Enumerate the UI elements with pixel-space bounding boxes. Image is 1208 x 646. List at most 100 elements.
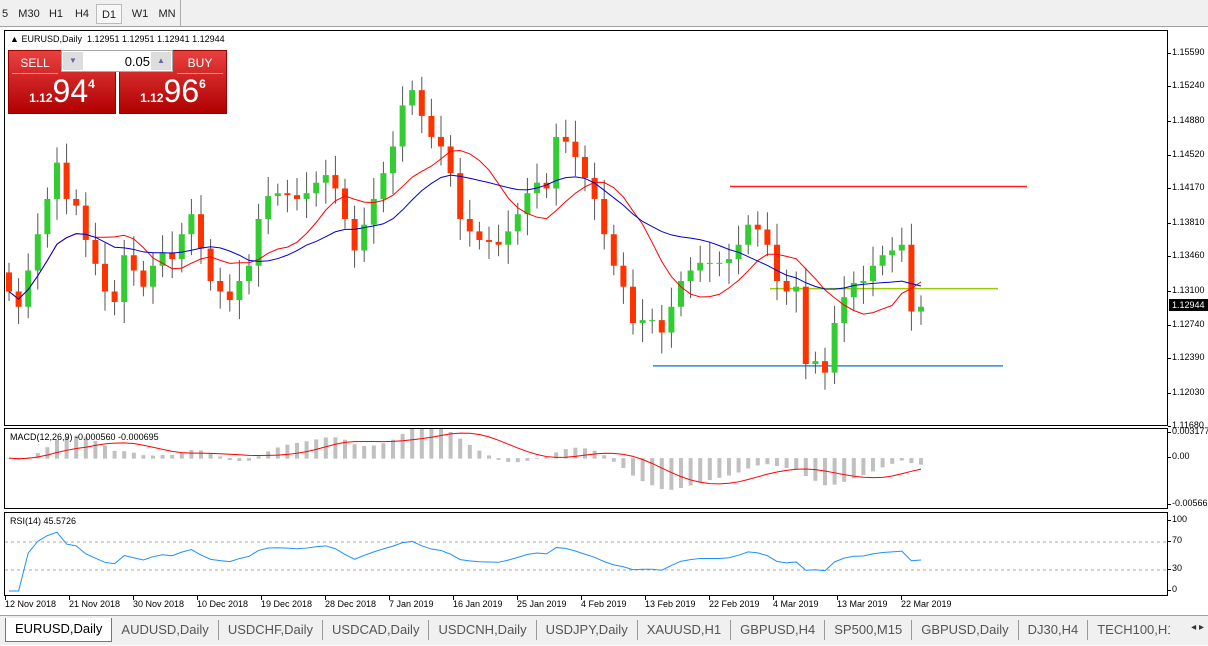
macd-panel[interactable]: MACD(12,26,9) -0.000560 -0.000695: [4, 428, 1168, 509]
date-tick: 19 Dec 2018: [261, 596, 313, 609]
tab-gbpusd-daily[interactable]: GBPUSD,Daily: [912, 620, 1019, 640]
bull-candle: [150, 265, 156, 287]
macd-bar: [74, 435, 79, 459]
bull-candle: [322, 175, 329, 183]
date-tick: 16 Jan 2019: [453, 596, 503, 609]
macd-bar: [400, 433, 405, 459]
price-chart[interactable]: ▲ EURUSD,Daily 1.12951 1.12951 1.12941 1…: [4, 30, 1168, 426]
date-tick: 13 Feb 2019: [645, 596, 696, 609]
bear-candle: [130, 255, 137, 271]
bear-candle: [783, 281, 790, 292]
macd-signal-line: [8, 432, 922, 485]
bear-candle: [610, 234, 617, 266]
macd-bar: [746, 458, 751, 469]
macd-bar: [803, 458, 808, 476]
macd-bar: [45, 447, 50, 459]
tab-audusd-daily[interactable]: AUDUSD,Daily: [112, 620, 219, 640]
rsi-panel[interactable]: RSI(14) 45.5726: [4, 512, 1168, 596]
timeframe-d1[interactable]: D1: [96, 4, 122, 24]
bull-candle: [255, 218, 262, 266]
bear-candle: [92, 239, 99, 264]
collapse-icon[interactable]: ▲: [10, 34, 19, 44]
ohlc-readout: 1.12951 1.12951 1.12941 1.12944: [86, 34, 225, 44]
macd-bar: [506, 458, 511, 462]
date-tick: 28 Dec 2018: [325, 596, 377, 609]
timeframe-h4[interactable]: H4: [74, 8, 90, 20]
tab-gbpusd-h4[interactable]: GBPUSD,H4: [731, 620, 826, 640]
bull-candle: [687, 270, 694, 282]
buy-label: BUY: [177, 54, 223, 74]
macd-bar: [381, 443, 386, 459]
bull-candle: [870, 265, 876, 282]
macd-bar: [496, 458, 501, 460]
bull-candle: [409, 90, 416, 106]
bear-candle: [226, 291, 233, 301]
sell-price-pip: 4: [88, 77, 95, 91]
bear-candle: [63, 162, 70, 199]
tab-usdcnh-daily[interactable]: USDCNH,Daily: [429, 620, 537, 640]
price-tick: 1.13810: [1168, 216, 1205, 227]
rsi-tick: 100: [1167, 514, 1188, 524]
timeframe-h1[interactable]: H1: [48, 8, 64, 20]
rsi-svg: [5, 531, 1167, 592]
bear-candle: [582, 156, 588, 178]
date-tick: 25 Jan 2019: [517, 596, 567, 609]
increase-lot-icon[interactable]: ▲: [151, 52, 171, 70]
bull-candle: [706, 262, 713, 264]
tab-usdjpy-daily[interactable]: USDJPY,Daily: [537, 620, 638, 640]
date-tick: 30 Nov 2018: [133, 596, 185, 609]
tab-sp500-m15[interactable]: SP500,M15: [825, 620, 913, 640]
macd-bar: [890, 458, 895, 464]
macd-bar: [736, 458, 741, 473]
timeframe-w1[interactable]: W1: [131, 8, 149, 20]
buy-price-pip: 6: [199, 77, 206, 91]
price-axis: 1.15590 1.15240 1.14880 1.14520 1.14170 1.138…: [1168, 30, 1208, 430]
tab-dj30-h4[interactable]: DJ30,H4: [1019, 620, 1089, 640]
tab-tech100-h1[interactable]: TECH100,H1: [1088, 620, 1170, 640]
macd-bar: [621, 458, 626, 469]
macd-bar: [410, 429, 415, 459]
macd-bar: [256, 456, 261, 459]
decrease-lot-icon[interactable]: ▼: [63, 52, 83, 70]
rsi-title: RSI(14) 45.5726: [10, 516, 77, 526]
macd-tick: 0.00: [1168, 451, 1190, 462]
price-tick: 1.14880: [1168, 114, 1205, 125]
macd-bar: [93, 440, 98, 459]
macd-bar: [285, 444, 290, 459]
timeframe-m30[interactable]: M30: [18, 8, 40, 20]
tab-eurusd-daily[interactable]: EURUSD,Daily: [5, 618, 113, 642]
tab-usdcad-daily[interactable]: USDCAD,Daily: [323, 620, 430, 640]
macd-bar: [295, 442, 299, 459]
macd-bar: [55, 439, 59, 459]
macd-bar: [871, 458, 875, 472]
bear-candle: [140, 270, 147, 287]
bear-candle: [447, 146, 454, 174]
date-tick: 22 Feb 2019: [709, 596, 760, 609]
lot-size-input[interactable]: [84, 52, 152, 70]
tab-usdchf-daily[interactable]: USDCHF,Daily: [219, 620, 324, 640]
macd-bar: [899, 458, 904, 461]
macd-bar: [659, 458, 664, 490]
macd-bar: [362, 445, 367, 459]
bear-candle: [428, 115, 435, 137]
timeframe-mn[interactable]: MN: [158, 8, 176, 20]
bear-candle: [111, 291, 118, 302]
bear-candle: [630, 286, 636, 323]
date-tick: 10 Dec 2018: [197, 596, 249, 609]
sell-price-prefix: 1.12: [29, 91, 53, 105]
bull-candle: [361, 224, 368, 251]
macd-svg: [7, 429, 923, 490]
timeframe-5[interactable]: 5: [1, 8, 9, 20]
macd-bar: [64, 437, 69, 459]
tab-xauusd-h1[interactable]: XAUUSD,H1: [638, 620, 732, 640]
macd-bar: [851, 458, 856, 479]
bear-candle: [572, 141, 579, 157]
macd-bar: [602, 455, 607, 459]
bull-candle: [313, 182, 320, 194]
buy-price-big: 96: [163, 73, 200, 109]
tab-scroll-arrows[interactable]: ◂ ▸: [1191, 622, 1204, 633]
macd-bar: [611, 458, 616, 462]
macd-bar: [909, 458, 914, 464]
macd-bar: [429, 429, 434, 459]
bear-candle: [332, 175, 339, 189]
